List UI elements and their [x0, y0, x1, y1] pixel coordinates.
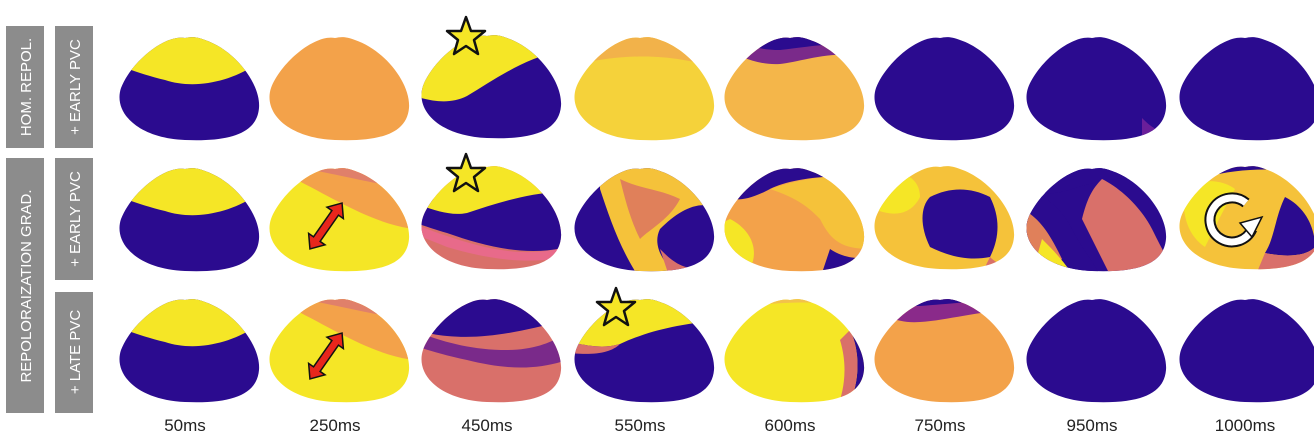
time-label-550ms: 550ms	[614, 416, 665, 435]
time-label-600ms: 600ms	[764, 416, 815, 435]
row-label-3-text: + LATE PVC	[67, 310, 84, 395]
panel-r1-600ms	[724, 37, 865, 141]
double-arrow-icon	[307, 202, 345, 250]
panel-r2-450ms	[421, 166, 562, 270]
panel-r3-50ms	[119, 299, 260, 403]
panel-r2-950ms	[1026, 168, 1167, 272]
double-arrow-icon	[307, 332, 345, 380]
star-icon	[445, 152, 487, 193]
panel-r2-550ms	[574, 168, 715, 272]
time-label-750ms: 750ms	[914, 416, 965, 435]
panel-r1-1000ms	[1179, 37, 1314, 141]
time-label-1000ms: 1000ms	[1215, 416, 1275, 435]
circular-arrow-icon	[1204, 192, 1264, 248]
row-label-3: + LATE PVC	[55, 292, 93, 413]
group-label-repol-grad: REPOLORAIZATION GRAD.	[6, 158, 44, 413]
group-label-repol-grad-text: REPOLORAIZATION GRAD.	[18, 189, 35, 382]
panel-r3-750ms	[874, 299, 1015, 403]
time-label-950ms: 950ms	[1066, 416, 1117, 435]
time-label-450ms: 450ms	[461, 416, 512, 435]
time-label-250ms: 250ms	[309, 416, 360, 435]
panel-r3-1000ms	[1179, 299, 1314, 403]
panel-r2-50ms	[119, 168, 260, 272]
group-label-hom-repol: HOM. REPOL.	[6, 26, 44, 148]
row-label-2: + EARLY PVC	[55, 158, 93, 280]
panel-r3-550ms	[574, 299, 715, 403]
time-label-50ms: 50ms	[164, 416, 206, 435]
row-label-2-text: + EARLY PVC	[67, 171, 84, 267]
panel-r2-750ms	[874, 166, 1015, 270]
star-icon	[595, 286, 637, 327]
panel-r3-950ms	[1026, 299, 1167, 403]
panel-r1-50ms	[119, 37, 260, 141]
panel-r1-950ms	[1026, 37, 1167, 141]
panel-r1-450ms	[421, 35, 562, 139]
panel-r2-1000ms	[1179, 166, 1314, 270]
panel-r3-450ms	[421, 299, 562, 403]
panel-r3-600ms	[724, 299, 865, 403]
row-label-1-text: + EARLY PVC	[67, 39, 84, 135]
panel-r1-750ms	[874, 37, 1015, 141]
panel-r2-600ms	[724, 168, 865, 272]
group-label-hom-repol-text: HOM. REPOL.	[18, 38, 35, 136]
panel-r1-550ms	[574, 37, 715, 141]
star-icon	[445, 15, 487, 56]
row-label-1: + EARLY PVC	[55, 26, 93, 148]
panel-r1-250ms	[269, 37, 410, 141]
